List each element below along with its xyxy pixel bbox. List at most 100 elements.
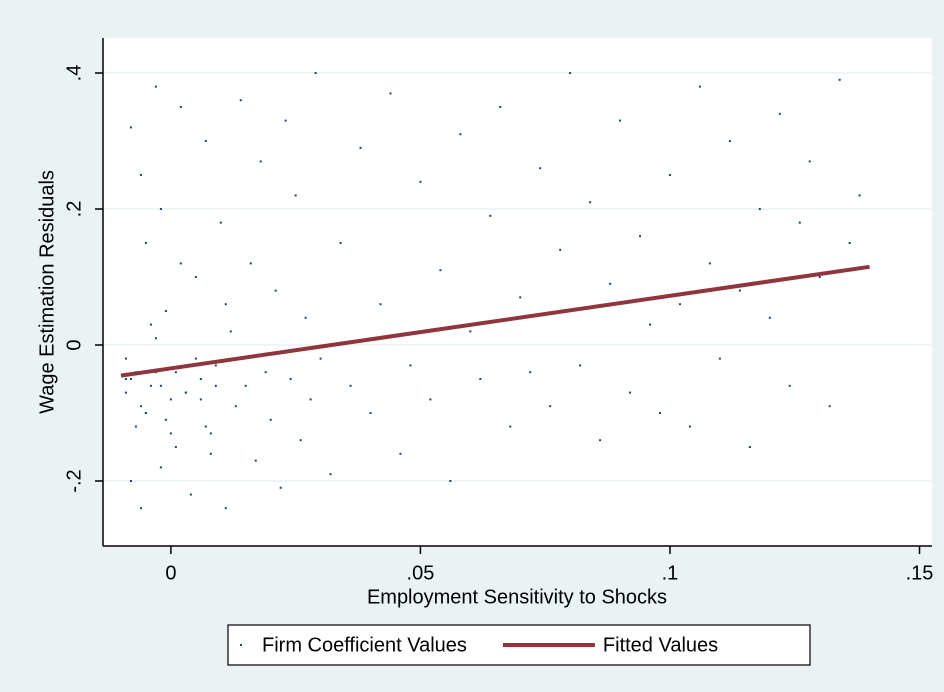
point xyxy=(838,78,841,81)
point xyxy=(264,371,267,374)
y-tick-label: .2 xyxy=(63,201,85,218)
point xyxy=(134,425,137,428)
point xyxy=(239,99,242,102)
legend-label: Firm Coefficient Values xyxy=(262,634,467,656)
point xyxy=(459,133,462,136)
point xyxy=(284,119,287,122)
point xyxy=(219,221,222,224)
point xyxy=(154,85,157,88)
point xyxy=(144,242,147,245)
point xyxy=(639,235,642,238)
point xyxy=(738,289,741,292)
point xyxy=(329,473,332,476)
point xyxy=(509,425,512,428)
point xyxy=(599,439,602,442)
point xyxy=(224,303,227,306)
point xyxy=(294,194,297,197)
point xyxy=(124,357,127,360)
point xyxy=(169,432,172,435)
point xyxy=(369,411,372,414)
point xyxy=(678,303,681,306)
point xyxy=(299,439,302,442)
point xyxy=(124,378,127,381)
point xyxy=(798,221,801,224)
point xyxy=(304,316,307,319)
point xyxy=(194,276,197,279)
point xyxy=(349,384,352,387)
point xyxy=(748,445,751,448)
point xyxy=(688,425,691,428)
point xyxy=(758,208,761,211)
point xyxy=(189,493,192,496)
point xyxy=(159,384,162,387)
point xyxy=(479,378,482,381)
point xyxy=(164,310,167,313)
point xyxy=(274,289,277,292)
point xyxy=(309,398,312,401)
point xyxy=(788,384,791,387)
point xyxy=(559,248,562,251)
point xyxy=(818,276,821,279)
point xyxy=(389,92,392,95)
point xyxy=(249,262,252,265)
legend-swatch xyxy=(240,644,242,646)
legend-label: Fitted Values xyxy=(603,634,718,656)
point xyxy=(129,479,132,482)
point xyxy=(149,323,152,326)
point xyxy=(174,371,177,374)
point xyxy=(184,391,187,394)
point xyxy=(144,411,147,414)
point xyxy=(209,452,212,455)
point xyxy=(164,418,167,421)
point xyxy=(649,323,652,326)
point xyxy=(359,146,362,149)
point xyxy=(778,112,781,115)
point xyxy=(234,405,237,408)
plot-area xyxy=(103,38,932,546)
point xyxy=(728,140,731,143)
point xyxy=(214,384,217,387)
point xyxy=(179,106,182,109)
point xyxy=(379,303,382,306)
x-tick-label: 0 xyxy=(165,562,176,584)
point xyxy=(429,398,432,401)
point xyxy=(718,357,721,360)
point xyxy=(808,160,811,163)
point xyxy=(439,269,442,272)
point xyxy=(169,398,172,401)
point xyxy=(529,371,532,374)
point xyxy=(658,411,661,414)
point xyxy=(399,452,402,455)
point xyxy=(499,106,502,109)
point xyxy=(149,384,152,387)
point xyxy=(609,282,612,285)
point xyxy=(229,330,232,333)
point xyxy=(579,364,582,367)
fit-line xyxy=(120,264,870,378)
x-tick-label: .05 xyxy=(407,562,435,584)
point xyxy=(124,391,127,394)
point xyxy=(174,445,177,448)
point xyxy=(419,180,422,183)
point xyxy=(619,119,622,122)
point xyxy=(209,432,212,435)
point xyxy=(279,486,282,489)
point xyxy=(254,459,257,462)
x-axis-label: Employment Sensitivity to Shocks xyxy=(367,586,667,608)
point xyxy=(244,384,247,387)
point xyxy=(708,262,711,265)
point xyxy=(129,126,132,129)
point xyxy=(629,391,632,394)
point xyxy=(179,262,182,265)
point xyxy=(489,214,492,217)
point xyxy=(848,242,851,245)
point xyxy=(154,337,157,340)
point xyxy=(159,466,162,469)
point xyxy=(698,85,701,88)
point xyxy=(858,194,861,197)
point xyxy=(139,507,142,510)
point xyxy=(339,242,342,245)
point xyxy=(449,479,452,482)
